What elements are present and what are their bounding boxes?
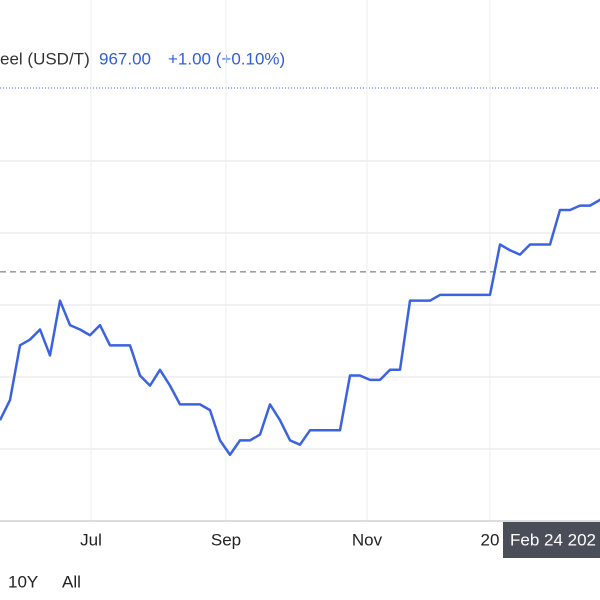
chart-title: eel (USD/T)	[0, 49, 90, 68]
crosshair-label-box	[503, 522, 600, 558]
range-button[interactable]: 10Y	[8, 572, 38, 591]
crosshair-label: Feb 24 202	[510, 530, 596, 549]
plot: Jul Sep Nov 20 Feb 24 202	[0, 0, 600, 558]
x-tick-label: Nov	[352, 530, 383, 549]
x-tick-label: Sep	[211, 530, 241, 549]
last-value: 967.00	[99, 49, 151, 68]
price-line	[0, 198, 600, 457]
change: +1.00 (+0.10%)	[168, 49, 285, 68]
x-tick-label: 20	[481, 530, 500, 549]
range-button[interactable]: All	[62, 572, 81, 591]
x-tick-label: Jul	[80, 530, 102, 549]
